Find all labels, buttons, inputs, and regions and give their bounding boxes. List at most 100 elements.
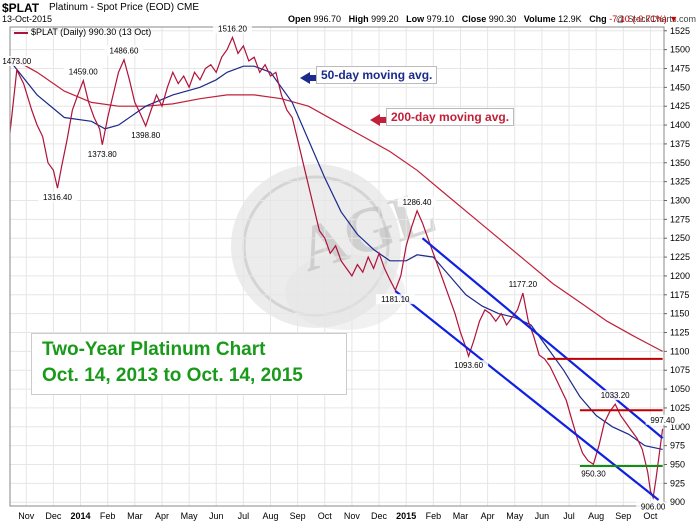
data-label-bg bbox=[645, 414, 680, 425]
series-line-price bbox=[9, 35, 664, 500]
x-tick-label: Apr bbox=[155, 511, 169, 521]
ma50-annotation-text: 50-day moving avg. bbox=[321, 68, 433, 82]
low-value: 979.10 bbox=[426, 14, 455, 24]
ohlc-readout: Open 996.70 High 999.20 Low 979.10 Close… bbox=[288, 14, 678, 24]
x-tick-label: Feb bbox=[426, 511, 442, 521]
ma200-annotation-text: 200-day moving avg. bbox=[391, 110, 510, 124]
x-tick-label: Aug bbox=[588, 511, 604, 521]
trend-channel-line bbox=[421, 237, 664, 439]
y-tick-label: 1100 bbox=[670, 346, 689, 356]
x-tick-label: May bbox=[506, 511, 524, 521]
x-tick-label: Jul bbox=[563, 511, 575, 521]
axis-layer: 900 925 950 975 1000 1025 1050 1075 1100 1125 1150… bbox=[9, 26, 690, 521]
symbol: $PLAT bbox=[2, 1, 40, 15]
data-label-bg bbox=[636, 501, 671, 512]
chg-value: -7.10 (-0.71%) bbox=[609, 14, 667, 24]
ma200-annotation: 200-day moving avg. bbox=[386, 108, 515, 126]
data-label: 1373.80 bbox=[88, 150, 117, 159]
y-tick-label: 1150 bbox=[670, 309, 689, 319]
y-tick-label: 1075 bbox=[670, 365, 690, 375]
ma50-annotation: 50-day moving avg. bbox=[316, 66, 438, 84]
data-label-bg bbox=[63, 66, 103, 77]
x-tick-label: Dec bbox=[371, 511, 388, 521]
x-tick-label: Mar bbox=[453, 511, 469, 521]
y-tick-label: 1250 bbox=[670, 233, 690, 243]
symbol-description: Platinum - Spot Price (EOD) CME bbox=[49, 2, 200, 13]
y-tick-label: 1175 bbox=[670, 290, 689, 300]
y-tick-label: 1325 bbox=[670, 177, 690, 187]
data-label-bg bbox=[104, 45, 144, 56]
data-label-bg bbox=[397, 196, 437, 207]
data-label: 1516.20 bbox=[218, 24, 247, 33]
data-label: 1033.20 bbox=[601, 391, 630, 400]
data-label-bg bbox=[213, 23, 253, 34]
data-label: 1177.20 bbox=[509, 280, 538, 289]
ma50-arrow-icon bbox=[300, 72, 316, 84]
x-tick-label: Nov bbox=[18, 511, 35, 521]
chart-date: 13-Oct-2015 bbox=[2, 14, 53, 24]
y-tick-label: 1050 bbox=[670, 384, 690, 394]
y-tick-label: 1375 bbox=[670, 139, 690, 149]
chart-title-line-2: Oct. 14, 2013 to Oct. 14, 2015 bbox=[42, 365, 303, 386]
y-tick-label: 1300 bbox=[670, 195, 690, 205]
x-tick-label: Oct bbox=[643, 511, 658, 521]
series-line-ma200 bbox=[9, 56, 663, 352]
data-label-bg bbox=[37, 192, 77, 203]
y-tick-label: 950 bbox=[670, 460, 685, 470]
x-tick-label: Dec bbox=[45, 511, 62, 521]
data-label: 1093.60 bbox=[454, 361, 483, 370]
x-tick-label: May bbox=[181, 511, 199, 521]
plot-layer bbox=[9, 35, 664, 501]
open-value: 996.70 bbox=[313, 14, 342, 24]
y-tick-label: 1425 bbox=[670, 101, 690, 111]
data-label-bg bbox=[82, 148, 122, 159]
data-label: 906.00 bbox=[641, 503, 666, 512]
y-tick-label: 1275 bbox=[670, 214, 690, 224]
data-label: 997.40 bbox=[650, 416, 675, 425]
label-layer: 1473.00 1316.40 1459.00 1373.80 1486.60 1398.… bbox=[0, 23, 680, 512]
y-tick-label: 900 bbox=[670, 497, 685, 507]
x-tick-label: Feb bbox=[100, 511, 116, 521]
y-tick-label: 1500 bbox=[670, 45, 690, 55]
y-tick-label: 1525 bbox=[670, 26, 690, 36]
agl-watermark-logo: AGL bbox=[231, 164, 444, 330]
y-tick-label: 1450 bbox=[670, 82, 690, 92]
legend-text: $PLAT (Daily) 990.30 (13 Oct) bbox=[31, 27, 152, 37]
x-tick-label: Apr bbox=[481, 511, 495, 521]
y-tick-label: 1025 bbox=[670, 403, 690, 413]
y-tick-label: 975 bbox=[670, 441, 685, 451]
y-tick-label: 1475 bbox=[670, 63, 690, 73]
data-label: 1316.40 bbox=[43, 193, 72, 202]
x-tick-label: Jul bbox=[238, 511, 250, 521]
close-label: Close bbox=[461, 14, 487, 24]
high-value: 999.20 bbox=[371, 14, 399, 24]
series-legend: $PLAT (Daily) 990.30 (13 Oct) bbox=[14, 27, 151, 37]
open-label: Open bbox=[288, 14, 312, 24]
y-tick-label: 1000 bbox=[670, 422, 690, 432]
ma200-arrow-icon bbox=[370, 114, 386, 126]
data-label: 1459.00 bbox=[69, 68, 98, 77]
data-label-bg bbox=[126, 129, 166, 140]
plot-frame bbox=[9, 26, 665, 507]
y-tick-label: 1200 bbox=[670, 271, 690, 281]
x-tick-label: Jun bbox=[209, 511, 224, 521]
data-label-bg bbox=[576, 468, 611, 479]
x-tick-label: Nov bbox=[344, 511, 361, 521]
volume-value: 12.9K bbox=[558, 14, 582, 24]
x-tick-label: Sep bbox=[290, 511, 306, 521]
x-tick-label: Sep bbox=[615, 511, 631, 521]
data-label: 1181.10 bbox=[381, 295, 410, 304]
data-label-bg bbox=[375, 294, 415, 305]
x-tick-label: Oct bbox=[318, 511, 333, 521]
low-label: Low bbox=[406, 14, 425, 24]
y-tick-label: 1225 bbox=[670, 252, 690, 262]
data-label: 1473.00 bbox=[2, 57, 31, 66]
data-label: 950.30 bbox=[581, 469, 606, 478]
x-tick-label: Mar bbox=[127, 511, 143, 521]
x-tick-label: Aug bbox=[263, 511, 279, 521]
stockcharts-watermark: @ StockCharts.com bbox=[615, 14, 696, 24]
series-line-ma50 bbox=[9, 60, 663, 450]
y-tick-label: 1400 bbox=[670, 120, 690, 130]
